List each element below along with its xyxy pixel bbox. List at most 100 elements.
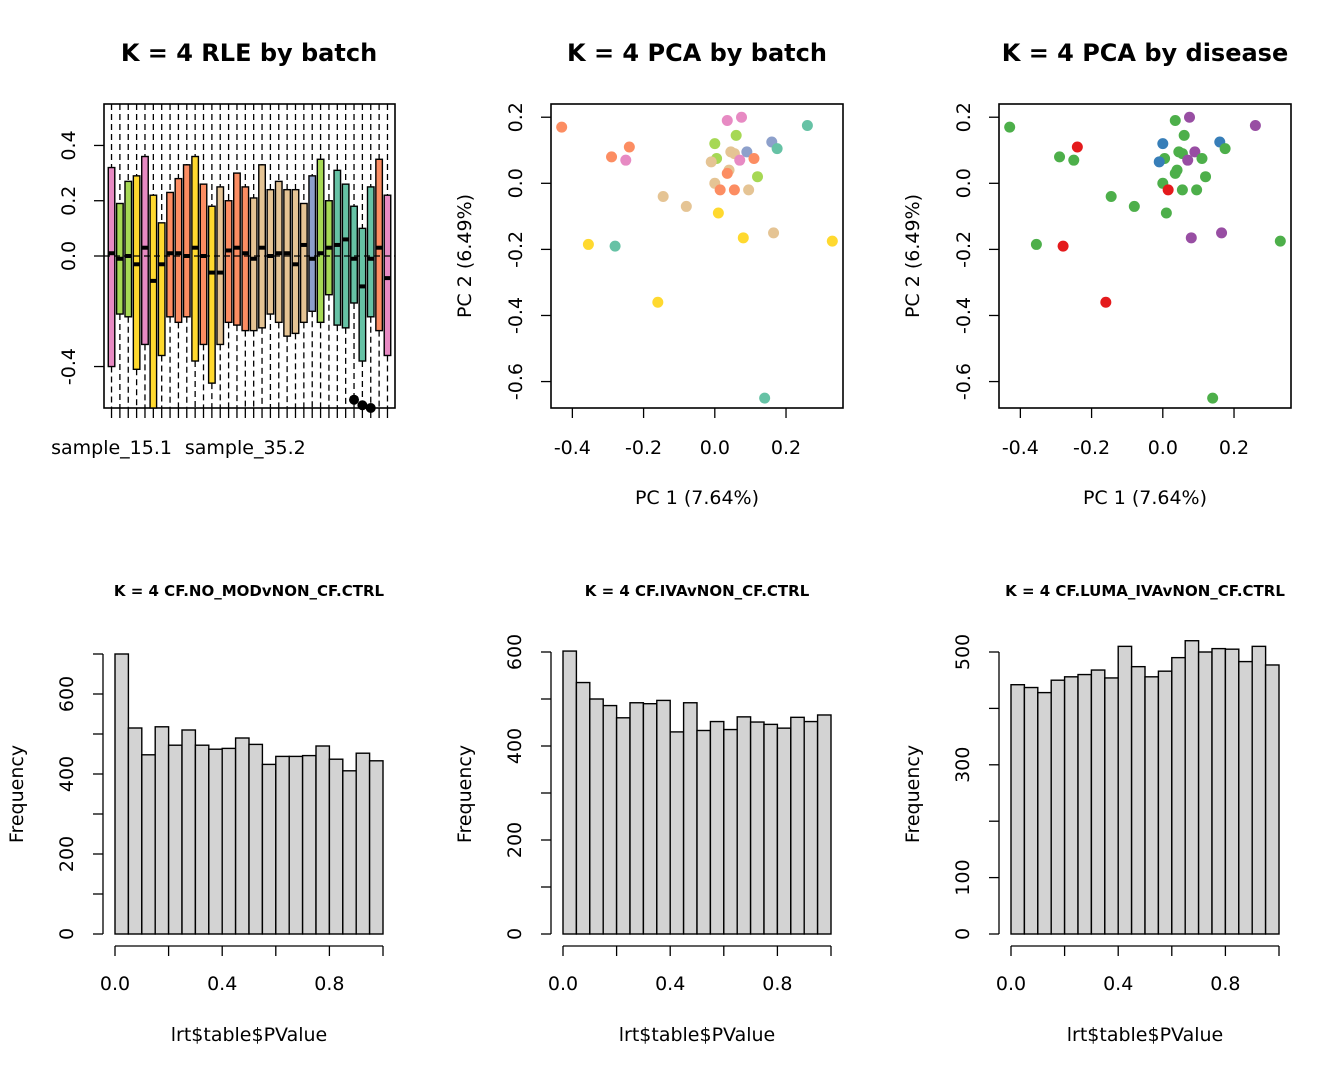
histogram-bar: [1050, 679, 1066, 935]
box: [375, 158, 384, 332]
data-point: [1169, 167, 1181, 179]
x-axis-label: lrt$table$PValue: [171, 1024, 327, 1046]
box: [358, 227, 367, 362]
box: [207, 205, 216, 384]
data-point: [721, 115, 733, 127]
box: [149, 194, 158, 409]
data-point: [1216, 227, 1228, 239]
x-tick-label: 0.0: [100, 973, 130, 995]
x-tick-label: 0.2: [1219, 437, 1249, 459]
y-tick-label: 0: [504, 928, 526, 940]
histogram-bar: [709, 720, 725, 935]
y-tick-label: 200: [56, 836, 78, 872]
data-point: [620, 154, 632, 166]
data-point: [1182, 154, 1194, 166]
histogram-bar: [261, 763, 277, 935]
data-point: [582, 238, 594, 250]
histogram-bar: [167, 744, 183, 935]
data-point: [768, 227, 780, 239]
y-tick-label: -0.2: [505, 231, 527, 268]
panel-title: K = 4 PCA by batch: [567, 39, 827, 67]
x-tick-label: 0.0: [700, 437, 730, 459]
x-axis-label: PC 1 (7.64%): [1083, 487, 1207, 509]
box: [366, 186, 375, 318]
outlier-point: [357, 400, 368, 411]
histogram-bar: [1224, 648, 1240, 935]
y-tick-label: -0.4: [505, 297, 527, 334]
histogram-bar: [1157, 670, 1173, 935]
panel-title: K = 4 RLE by batch: [121, 39, 377, 67]
data-point: [1200, 171, 1212, 183]
histogram-bar: [1104, 677, 1119, 935]
data-point: [1196, 153, 1208, 165]
box: [141, 155, 149, 346]
panel-pca-by-disease: K = 4 PCA by disease PC 1 (7.64%) PC 2 (…: [902, 39, 1292, 509]
outlier-point: [349, 394, 360, 405]
data-point: [1004, 121, 1016, 133]
histogram-bar: [275, 755, 290, 935]
histogram-bar: [749, 721, 765, 935]
y-tick-label: -0.4: [58, 348, 80, 385]
histogram-bar: [1037, 691, 1052, 935]
data-point: [1219, 143, 1231, 155]
histogram-bar: [723, 728, 738, 935]
histogram-bar: [154, 726, 170, 935]
x-tick-label: -0.2: [1073, 437, 1110, 459]
box: [291, 188, 300, 335]
data-point: [657, 191, 669, 203]
histogram-bar: [696, 729, 712, 935]
histogram-bar: [575, 681, 591, 935]
histogram-bar: [355, 752, 371, 935]
histogram-bar: [669, 731, 685, 935]
box: [124, 180, 133, 318]
data-point: [705, 156, 717, 168]
x-tick-label: 0.0: [548, 973, 578, 995]
histogram-bar: [1117, 645, 1133, 935]
data-point: [556, 121, 568, 133]
data-point: [712, 207, 724, 219]
histogram-bar: [1023, 686, 1039, 935]
histogram-bar: [629, 702, 645, 935]
y-axis-label: Frequency: [902, 745, 924, 843]
x-tick-label: 0.4: [1103, 973, 1133, 995]
data-point: [748, 153, 760, 165]
histogram-bar: [208, 748, 223, 935]
data-point: [1153, 156, 1165, 168]
plot-frame: [998, 103, 1292, 409]
y-axis-label: PC 2 (6.49%): [902, 194, 924, 318]
histogram-bar: [589, 698, 604, 935]
data-point: [1030, 238, 1042, 250]
histogram-bar: [315, 745, 331, 935]
histogram-bar: [114, 653, 130, 935]
histogram-bar: [1010, 684, 1026, 935]
box: [157, 222, 166, 357]
histogram-bar: [1063, 676, 1079, 935]
x-tick-label: 0.8: [1210, 973, 1240, 995]
y-axis-label: PC 2 (6.49%): [454, 194, 476, 318]
histogram-bar: [790, 716, 805, 935]
histogram-bar: [1130, 665, 1146, 935]
histogram-bar: [342, 770, 357, 935]
data-point: [1176, 184, 1188, 196]
y-tick-label: -0.6: [505, 363, 527, 400]
data-point: [1274, 235, 1286, 247]
data-point: [737, 232, 749, 244]
histogram-bar: [1144, 676, 1160, 935]
box: [174, 177, 183, 324]
data-point: [1100, 296, 1112, 308]
histogram-bar: [602, 704, 618, 935]
box: [107, 166, 116, 368]
x-tick-label: 0.2: [771, 437, 801, 459]
box: [266, 188, 275, 315]
x-tick-label: 0.0: [996, 973, 1026, 995]
histogram-bar: [328, 758, 344, 935]
histogram-bar: [736, 716, 752, 935]
pca-batch-plot-area: -0.4 -0.2 0.0 0.2 -0.6 -0.4 -0.2 0.0 0.2: [505, 102, 844, 459]
x-tick-label: -0.4: [554, 437, 591, 459]
y-tick-label: 0: [952, 928, 974, 940]
histogram-bar: [816, 714, 832, 935]
x-tick-label: -0.4: [1002, 437, 1039, 459]
hist-plot-area: 0.0 0.4 0.8 0 100 300 500: [952, 634, 1280, 995]
panel-title: K = 4 CF.IVAvNON_CF.CTRL: [585, 582, 810, 600]
